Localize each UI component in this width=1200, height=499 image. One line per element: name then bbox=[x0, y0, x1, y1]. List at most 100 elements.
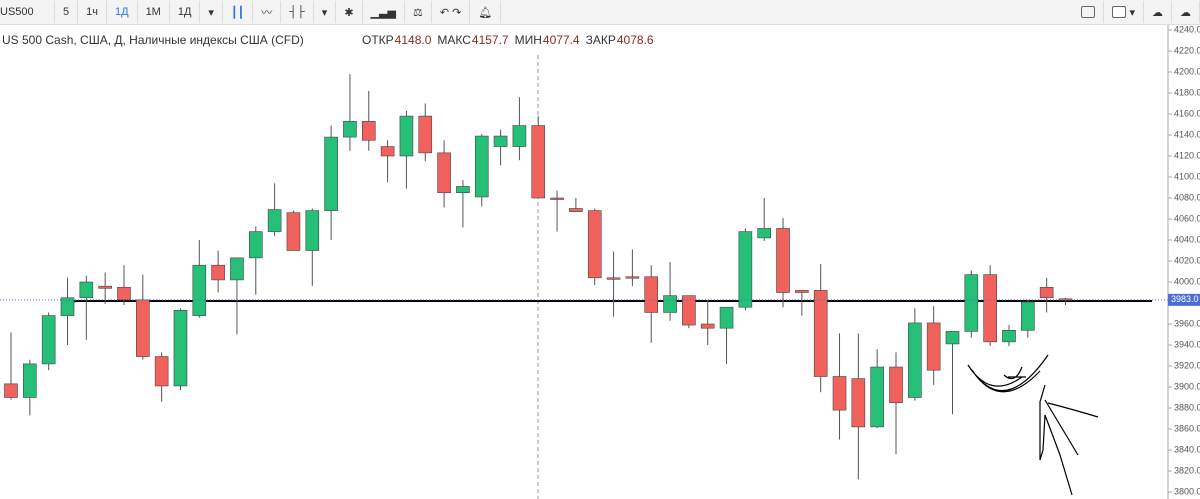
candle-body bbox=[964, 274, 979, 332]
dropdown[interactable]: ▾ bbox=[314, 1, 337, 23]
candle-body bbox=[230, 257, 244, 281]
y-tick-label: 4120.0 bbox=[1174, 150, 1200, 160]
dropdown[interactable]: ▾ bbox=[200, 1, 223, 23]
candle-body bbox=[4, 383, 18, 398]
candle-body bbox=[813, 290, 828, 377]
candle-body bbox=[644, 276, 659, 313]
ohlc-value: 4077.4 bbox=[543, 33, 580, 47]
interval[interactable]: 1Д bbox=[107, 1, 138, 23]
candle-body bbox=[795, 290, 809, 293]
y-tick-label: 3920.0 bbox=[1174, 360, 1200, 370]
candle-body bbox=[512, 125, 527, 147]
template[interactable]: ▾ bbox=[1104, 1, 1144, 23]
candle-body bbox=[418, 115, 433, 154]
candle-body bbox=[361, 121, 376, 141]
symbol[interactable]: US500 bbox=[0, 1, 55, 23]
candle-body bbox=[531, 125, 546, 199]
candle-body bbox=[663, 295, 677, 313]
candle-body bbox=[173, 310, 188, 387]
y-tick-label: 4000.0 bbox=[1174, 276, 1200, 286]
indicators[interactable]: ▁▃▅ bbox=[363, 1, 405, 23]
candle-body bbox=[117, 286, 131, 301]
y-tick-label: 3940.0 bbox=[1174, 339, 1200, 349]
y-tick-label: 3960.0 bbox=[1174, 318, 1200, 328]
candle-body bbox=[757, 228, 772, 239]
candle-body bbox=[832, 376, 847, 411]
y-tick-label: 4020.0 bbox=[1174, 255, 1200, 265]
y-tick-label: 3840.0 bbox=[1174, 444, 1200, 454]
candle-body bbox=[606, 277, 621, 280]
y-tick-label: 3860.0 bbox=[1174, 423, 1200, 433]
candle-body bbox=[154, 356, 169, 387]
toolbar: US500 5 1ч 1Д 1М 1Д ▾ ┃┃ 〰 ┤├ ▾ ✱ ▁▃▅ ⚖ … bbox=[0, 0, 1200, 25]
y-tick-label: 4160.0 bbox=[1174, 108, 1200, 118]
y-tick-label: 3900.0 bbox=[1174, 381, 1200, 391]
y-tick-label: 4220.0 bbox=[1174, 45, 1200, 55]
save[interactable]: ☁ bbox=[1144, 1, 1172, 23]
y-tick-label: 4140.0 bbox=[1174, 129, 1200, 139]
candle-body bbox=[569, 208, 583, 212]
candle-body bbox=[136, 299, 150, 357]
candle-body bbox=[625, 276, 640, 279]
candle-body bbox=[474, 135, 489, 198]
interval[interactable]: 5 bbox=[55, 1, 79, 23]
y-tick-label: 4240.0 bbox=[1174, 25, 1200, 34]
candle-body bbox=[23, 363, 37, 398]
candle-body bbox=[870, 366, 884, 428]
candle-body bbox=[211, 264, 225, 281]
price-badge bbox=[1168, 293, 1200, 306]
candle-body bbox=[682, 295, 696, 326]
interval[interactable]: 1М bbox=[138, 1, 170, 23]
candle-body bbox=[550, 197, 564, 200]
candle-body bbox=[79, 281, 94, 299]
candle-body bbox=[248, 231, 263, 259]
chart-type[interactable]: ┃┃ bbox=[223, 1, 254, 23]
settings[interactable]: ✱ bbox=[336, 1, 363, 23]
candle-body bbox=[192, 264, 207, 316]
candle-body bbox=[1002, 329, 1016, 343]
interval[interactable]: 1Д bbox=[170, 1, 201, 23]
compare[interactable]: ⚖ bbox=[405, 1, 432, 23]
candle-body bbox=[1039, 286, 1054, 299]
y-tick-label: 4180.0 bbox=[1174, 87, 1200, 97]
candle-body bbox=[926, 322, 941, 371]
line-tool[interactable]: 〰 bbox=[253, 1, 282, 23]
candle-body bbox=[738, 231, 753, 308]
screenshot[interactable] bbox=[1073, 1, 1105, 23]
ohlc-value: 4148.0 bbox=[395, 33, 432, 47]
ohlc-label: МАКС bbox=[437, 33, 471, 47]
ohlc-label: ЗАКР bbox=[586, 33, 616, 47]
price-label: 3983.0 bbox=[1171, 294, 1199, 304]
ohlc-value: 4078.6 bbox=[617, 33, 654, 47]
candle-body bbox=[983, 274, 997, 343]
candle-body bbox=[324, 136, 338, 211]
candle-body bbox=[437, 152, 451, 194]
chart-title: US 500 Cash, США, Д, Наличные индексы СШ… bbox=[2, 33, 304, 47]
candle-body bbox=[60, 297, 75, 316]
candle-body bbox=[456, 186, 470, 194]
drawing bbox=[967, 354, 1049, 393]
candle-body bbox=[1021, 301, 1035, 331]
alert[interactable]: 🔔︎ bbox=[470, 1, 502, 23]
y-tick-label: 4200.0 bbox=[1174, 66, 1200, 76]
candle-body bbox=[305, 210, 320, 251]
candle-body bbox=[267, 209, 282, 232]
undo[interactable]: ↶ ↷ bbox=[432, 1, 471, 23]
axis-panel bbox=[1168, 25, 1200, 499]
candle-body bbox=[889, 366, 903, 404]
candle-body bbox=[286, 212, 301, 251]
candle-body bbox=[493, 135, 508, 147]
candle-body bbox=[945, 331, 960, 345]
drawing bbox=[1039, 384, 1099, 496]
y-tick-label: 4080.0 bbox=[1174, 192, 1200, 202]
candle-body bbox=[776, 228, 790, 293]
candle-body bbox=[700, 323, 715, 329]
interval[interactable]: 1ч bbox=[78, 1, 107, 23]
bars-tool[interactable]: ┤├ bbox=[281, 1, 314, 23]
load[interactable]: ☁ bbox=[1172, 1, 1200, 23]
y-tick-label: 3880.0 bbox=[1174, 402, 1200, 412]
candle-body bbox=[41, 315, 56, 365]
chart: US 500 Cash, США, Д, Наличные индексы СШ… bbox=[0, 25, 1200, 499]
candle-body bbox=[98, 285, 112, 289]
